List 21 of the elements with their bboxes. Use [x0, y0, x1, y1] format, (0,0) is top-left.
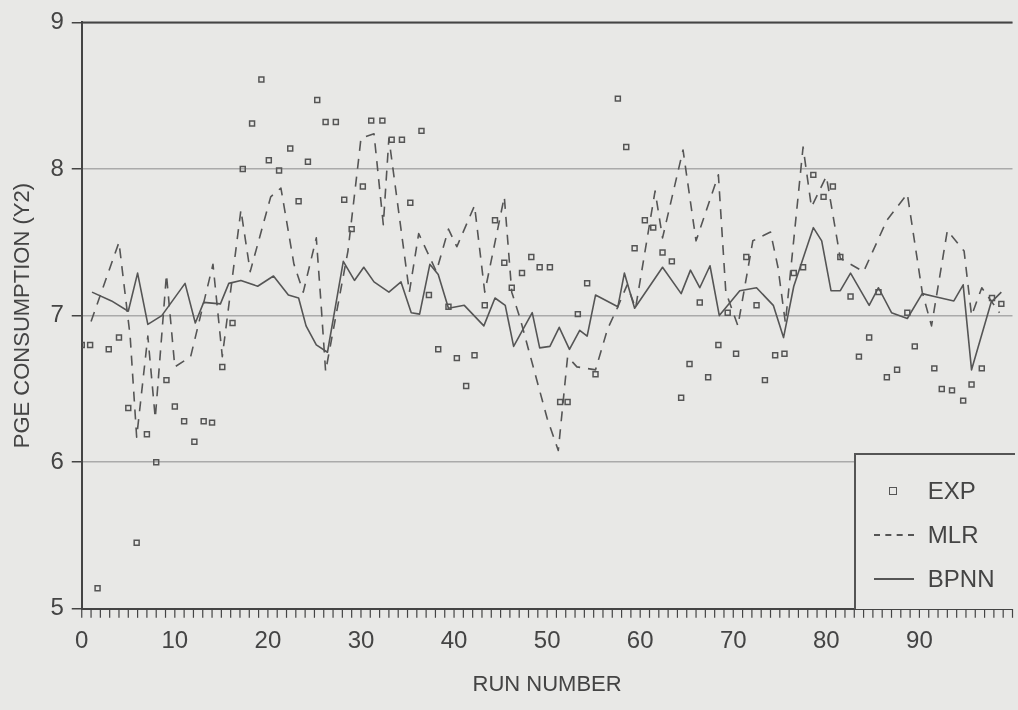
x-tick-label: 70 [719, 625, 747, 653]
x-tick-label: 80 [813, 625, 840, 653]
legend-label: BPNN [927, 564, 995, 593]
x-tick-label: 20 [254, 625, 282, 653]
y-tick-label: 6 [50, 446, 64, 474]
y-tick-label: 8 [50, 153, 64, 181]
y-tick-label: 7 [50, 300, 64, 328]
x-tick-label: 40 [440, 625, 468, 653]
x-tick-label: 0 [75, 625, 89, 653]
y-tick-label: 9 [50, 7, 64, 35]
x-tick-label: 60 [626, 625, 654, 653]
line-series [90, 133, 1001, 452]
y-tick-label: 5 [50, 593, 64, 621]
legend-label: EXP [927, 476, 976, 505]
x-axis-title: RUN NUMBER [472, 670, 622, 696]
x-tick-label: 90 [906, 625, 933, 653]
legend-label: MLR [927, 520, 979, 549]
x-tick-label: 10 [161, 625, 189, 653]
y-axis-title: PGE CONSUMPTION (Y2) [9, 182, 35, 449]
x-tick-label: 50 [533, 625, 561, 653]
x-tick-label: 30 [347, 625, 375, 653]
